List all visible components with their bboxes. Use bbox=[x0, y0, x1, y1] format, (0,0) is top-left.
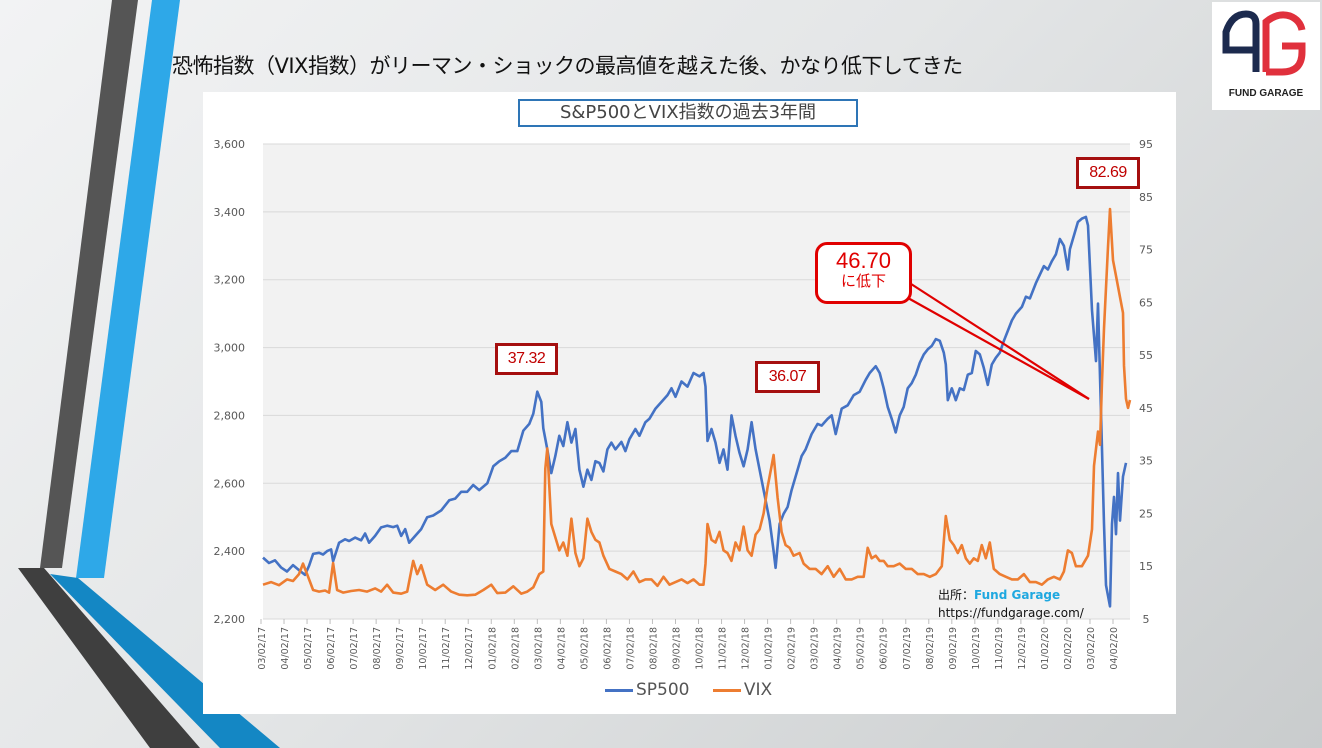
chart-panel: 2,200 2,400 2,600 2,800 3,000 3,200 3,400 3,600… bbox=[203, 92, 1176, 714]
x-tick-label: 06/02/17 bbox=[326, 627, 337, 670]
x-tick-label: 04/02/20 bbox=[1109, 627, 1120, 670]
x-tick-label: 01/02/18 bbox=[487, 627, 498, 670]
x-tick-label: 09/02/19 bbox=[948, 627, 959, 670]
legend-label-vix: VIX bbox=[743, 680, 773, 700]
x-tick-label: 11/02/17 bbox=[441, 627, 452, 670]
x-tick-label: 10/02/17 bbox=[418, 627, 429, 670]
y-right-tick-label: 35 bbox=[1139, 455, 1153, 468]
x-tick-label: 03/02/20 bbox=[1086, 627, 1097, 670]
x-tick-label: 03/02/19 bbox=[810, 627, 821, 670]
y-right-tick-label: 15 bbox=[1139, 560, 1153, 573]
fg-logo-icon bbox=[1222, 10, 1306, 76]
series-line-vix bbox=[262, 207, 1132, 597]
y-left-tick-label: 3,000 bbox=[214, 342, 246, 355]
legend-label-sp500: SP500 bbox=[636, 680, 690, 700]
x-tick-label: 04/02/18 bbox=[556, 627, 567, 670]
dark-stripe-lower bbox=[18, 568, 200, 748]
chart-canvas: 2,200 2,400 2,600 2,800 3,000 3,200 3,400 3,600… bbox=[214, 138, 1154, 670]
callout-pointer-line bbox=[907, 297, 1090, 400]
legend-item-vix: VIX bbox=[712, 680, 773, 700]
chart-title: S&P500とVIX指数の過去3年間 bbox=[518, 99, 858, 127]
y-right-tick-label: 85 bbox=[1139, 191, 1153, 204]
x-tick-label: 03/02/17 bbox=[257, 627, 268, 670]
y-right-tick-label: 45 bbox=[1139, 402, 1153, 415]
y-right-tick-label: 75 bbox=[1139, 244, 1153, 257]
y-right-tick-label: 55 bbox=[1139, 349, 1153, 362]
slide-title: 恐怖指数（VIX指数）がリーマン・ショックの最高値を越えた後、かなり低下してきた bbox=[172, 54, 963, 78]
x-tick-label: 01/02/19 bbox=[764, 627, 775, 670]
series-line-sp500 bbox=[262, 215, 1128, 608]
x-tick-label: 07/02/18 bbox=[625, 627, 636, 670]
legend-swatch-sp500 bbox=[605, 688, 633, 692]
x-tick-label: 04/02/17 bbox=[280, 627, 291, 670]
y-left-tick-label: 2,600 bbox=[214, 477, 246, 490]
y-left-tick-label: 2,400 bbox=[214, 545, 246, 558]
x-tick-label: 08/02/18 bbox=[648, 627, 659, 670]
chart-legend: SP500 VIX bbox=[605, 680, 790, 700]
x-tick-label: 10/02/19 bbox=[971, 627, 982, 670]
x-tick-label: 10/02/18 bbox=[695, 627, 706, 670]
x-tick-label: 02/02/18 bbox=[510, 627, 521, 670]
plot-area bbox=[263, 144, 1130, 619]
blue-stripe-upper bbox=[76, 0, 180, 578]
x-tick-label: 09/02/18 bbox=[671, 627, 682, 670]
y-left-tick-label: 3,400 bbox=[214, 206, 246, 219]
y-left-tick-label: 2,800 bbox=[214, 409, 246, 422]
y-right-tick-label: 5 bbox=[1143, 613, 1150, 626]
x-tick-label: 01/02/20 bbox=[1040, 627, 1051, 670]
legend-item-sp500: SP500 bbox=[605, 680, 690, 700]
x-tick-label: 12/02/18 bbox=[741, 627, 752, 670]
source-brand: Fund Garage bbox=[974, 588, 1061, 602]
y-right-tick-label: 25 bbox=[1139, 507, 1153, 520]
x-tick-label: 06/02/18 bbox=[602, 627, 613, 670]
y-left-tick-label: 2,200 bbox=[214, 613, 246, 626]
annotation-peak-2020: 82.69 bbox=[1076, 157, 1140, 189]
annotation-peak-2018: 37.32 bbox=[495, 343, 558, 375]
x-tick-label: 03/02/18 bbox=[533, 627, 544, 670]
x-tick-label: 12/02/19 bbox=[1017, 627, 1028, 670]
x-tick-label: 07/02/19 bbox=[902, 627, 913, 670]
callout-text: に低下 bbox=[840, 273, 886, 290]
y-right-tick-label: 65 bbox=[1139, 296, 1153, 309]
x-tick-label: 05/02/17 bbox=[303, 627, 314, 670]
source-url[interactable]: https://fundgarage.com/ bbox=[938, 606, 1084, 620]
x-tick-label: 09/02/17 bbox=[395, 627, 406, 670]
x-tick-label: 02/02/19 bbox=[787, 627, 798, 670]
x-tick-label: 07/02/17 bbox=[349, 627, 360, 670]
annotation-peak-2018-dec: 36.07 bbox=[755, 361, 820, 393]
source-label: 出所： bbox=[938, 588, 975, 602]
x-tick-label: 11/02/19 bbox=[994, 627, 1005, 670]
callout-pointer-line bbox=[907, 281, 1090, 400]
x-tick-label: 05/02/18 bbox=[579, 627, 590, 670]
logo-text: FUND GARAGE bbox=[1228, 88, 1304, 99]
y-left-tick-label: 3,600 bbox=[214, 138, 246, 151]
legend-swatch-vix bbox=[712, 688, 741, 692]
x-tick-label: 02/02/20 bbox=[1063, 627, 1074, 670]
dark-stripe-upper bbox=[40, 0, 138, 568]
y-left-tick-label: 3,200 bbox=[214, 274, 246, 287]
x-tick-label: 06/02/19 bbox=[879, 627, 890, 670]
x-tick-label: 05/02/19 bbox=[856, 627, 867, 670]
x-tick-label: 12/02/17 bbox=[464, 627, 475, 670]
callout-value: 46.70 bbox=[835, 248, 892, 273]
x-tick-label: 11/02/18 bbox=[718, 627, 729, 670]
x-tick-label: 08/02/19 bbox=[925, 627, 936, 670]
x-tick-label: 04/02/19 bbox=[833, 627, 844, 670]
callout-current-vix: 46.70 に低下 bbox=[815, 242, 912, 304]
fund-garage-logo: FUND GARAGE bbox=[1212, 2, 1320, 110]
source-note: 出所：Fund Garage https://fundgarage.com/ bbox=[938, 586, 1084, 622]
x-tick-label: 08/02/17 bbox=[372, 627, 383, 670]
y-right-tick-label: 95 bbox=[1139, 138, 1153, 151]
